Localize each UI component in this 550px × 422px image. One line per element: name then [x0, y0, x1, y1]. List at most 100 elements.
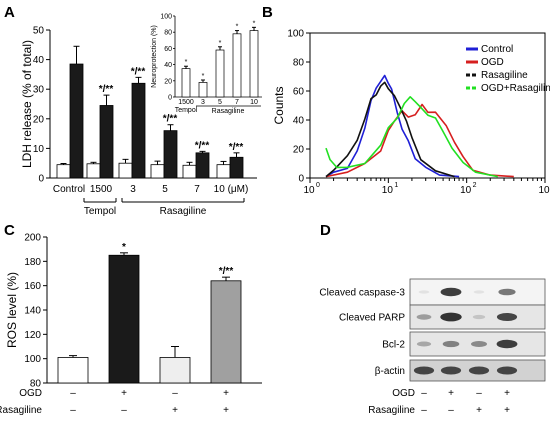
d-blot-band	[440, 312, 462, 322]
inset-x-tick-label: 3	[201, 99, 205, 106]
inset-x-tick-label: 5	[218, 99, 222, 106]
a-bar	[163, 130, 178, 179]
c-significance-label: *	[122, 242, 126, 253]
d-blot-band	[472, 314, 486, 320]
panel-d-western-blot: Cleaved caspase-3 Cleaved PARP Bcl-2 β-acti…	[319, 278, 546, 416]
inset-y-tick-label: 20	[164, 78, 172, 85]
d-blot-band	[440, 366, 462, 375]
a-x-tick-label: 5	[162, 184, 168, 195]
inset-significance-label: *	[219, 40, 222, 47]
d-row-label: Cleaved PARP	[339, 313, 405, 324]
b-x-tick-exponent: 0	[316, 182, 320, 189]
inset-significance-label: *	[202, 73, 205, 80]
d-condition-symbol: –	[421, 405, 427, 416]
a-significance-label: */**	[229, 142, 244, 153]
a-x-tick-label: 1500	[90, 184, 113, 195]
a-x-tick-label: Control	[53, 184, 85, 195]
b-y-tick-label: 0	[298, 174, 304, 185]
inset-x-tick-label: 7	[235, 99, 239, 106]
c-condition-symbol: +	[223, 405, 229, 416]
a-significance-label: */**	[163, 114, 178, 125]
b-x-tick-label: 10	[303, 185, 315, 196]
c-condition-symbol: +	[121, 388, 127, 399]
b-series-line-rasagiline	[325, 81, 455, 178]
b-x-tick-exponent: 2	[473, 182, 477, 189]
a-bar	[182, 164, 197, 179]
inset-significance-label: *	[253, 20, 256, 27]
inset-significance-label: *	[236, 24, 239, 31]
a-bar	[216, 164, 231, 179]
c-condition-symbol: –	[172, 388, 178, 399]
b-y-tick-label: 60	[293, 87, 305, 98]
panel-b-flow-histogram: 020406080100Counts100101102103ControlOGD…	[272, 29, 550, 197]
d-blot-band	[468, 366, 490, 375]
c-y-tick-label: 140	[24, 306, 41, 317]
d-blot-band	[471, 341, 487, 347]
b-legend-label: OGD	[481, 57, 504, 68]
panel-label-b: B	[262, 4, 273, 21]
panel-label-c: C	[4, 222, 15, 239]
d-condition-symbol: +	[504, 388, 510, 399]
a-bar	[118, 162, 133, 179]
d-condition-row-label: Rasagiline	[368, 405, 415, 416]
d-condition-symbol: –	[421, 388, 427, 399]
c-condition-symbol: +	[172, 405, 178, 416]
d-blot-band	[413, 366, 435, 375]
panel-label-a: A	[4, 4, 15, 21]
inset-y-tick-label: 40	[164, 62, 172, 69]
a-y-tick-label: 40	[33, 55, 45, 66]
inset-y-tick-label: 80	[164, 30, 172, 37]
inset-bar	[232, 33, 242, 98]
d-condition-symbol: +	[476, 405, 482, 416]
d-blot-band	[498, 288, 516, 296]
d-row-label: Bcl-2	[382, 340, 405, 351]
inset-y-axis-title: Neuroprotection (%)	[151, 25, 158, 88]
c-y-axis-title: ROS level (%)	[5, 272, 19, 348]
c-bar	[210, 280, 242, 384]
b-y-tick-label: 80	[293, 58, 305, 69]
b-series-line-control	[325, 74, 460, 178]
d-blot-band	[496, 366, 518, 375]
d-blot-band	[496, 312, 518, 322]
a-y-tick-label: 50	[33, 26, 45, 37]
d-row-label: β-actin	[375, 366, 405, 377]
b-y-tick-label: 100	[287, 29, 304, 40]
b-x-tick-label: 10	[382, 185, 394, 196]
a-y-tick-label: 20	[33, 114, 45, 125]
a-significance-label: */**	[195, 140, 210, 151]
c-condition-row-label: OGD	[19, 388, 42, 399]
inset-bar	[249, 30, 259, 98]
c-bar	[108, 254, 140, 384]
b-x-tick-label: 10	[460, 185, 472, 196]
inset-bar	[181, 68, 191, 98]
inset-y-tick-label: 100	[160, 14, 172, 21]
b-x-tick-exponent: 1	[394, 182, 398, 189]
a-bar	[150, 164, 165, 179]
d-condition-symbol: –	[476, 388, 482, 399]
a-bar	[229, 156, 244, 179]
b-y-axis-title: Counts	[272, 86, 286, 124]
c-condition-symbol: +	[223, 388, 229, 399]
c-y-tick-label: 200	[24, 233, 41, 244]
a-bar	[56, 164, 71, 179]
inset-x-tick-label: 10	[250, 99, 258, 106]
c-y-tick-label: 180	[24, 257, 41, 268]
inset-group-label-tempol: Tempol	[175, 107, 198, 114]
a-group-label-tempol: Tempol	[84, 206, 116, 217]
d-blot-band	[416, 314, 432, 320]
a-y-tick-label: 30	[33, 85, 45, 96]
c-significance-label: */**	[219, 266, 234, 277]
d-condition-symbol: +	[504, 405, 510, 416]
b-plot-frame	[309, 32, 546, 179]
inset-bar	[198, 82, 208, 98]
b-x-tick-label: 10	[538, 185, 550, 196]
d-blot-band	[442, 340, 460, 348]
c-condition-symbol: –	[70, 405, 76, 416]
panel-label-d: D	[320, 222, 331, 239]
b-legend-label: Rasagiline	[481, 70, 528, 81]
c-condition-symbol: –	[70, 388, 76, 399]
b-y-tick-label: 40	[293, 116, 305, 127]
d-blot-band	[440, 287, 462, 297]
